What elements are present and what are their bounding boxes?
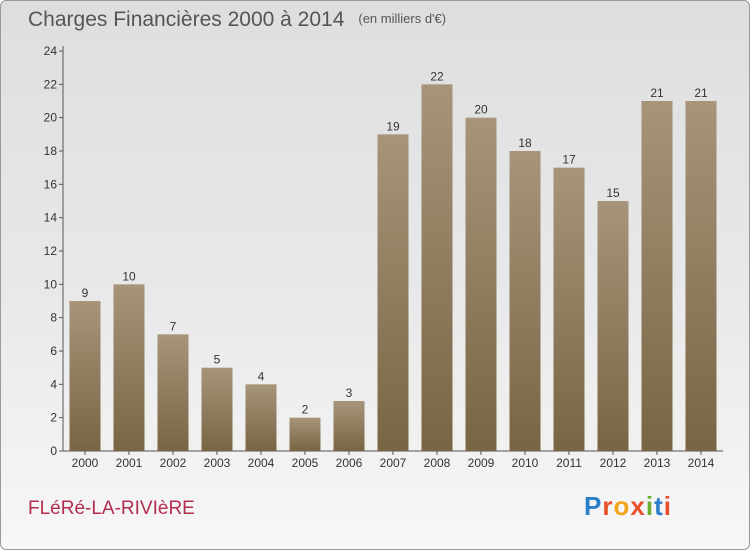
x-tick-label: 2001 — [116, 456, 143, 470]
x-tick-label: 2004 — [248, 456, 275, 470]
logo-letter: t — [654, 491, 664, 521]
y-tick-label: 20 — [44, 111, 58, 125]
bar — [465, 117, 497, 452]
x-tick-label: 2010 — [512, 456, 539, 470]
data-label: 21 — [694, 86, 708, 100]
bar — [377, 134, 409, 452]
y-tick-label: 24 — [44, 44, 58, 58]
x-tick-label: 2002 — [160, 456, 187, 470]
data-label: 5 — [214, 353, 221, 367]
x-tick-label: 2006 — [336, 456, 363, 470]
logo-letter: o — [613, 491, 631, 521]
logo-letter: i — [663, 491, 672, 521]
data-label: 4 — [258, 369, 265, 383]
data-label: 20 — [474, 103, 488, 117]
y-tick-label: 6 — [50, 344, 57, 358]
data-label: 17 — [562, 153, 576, 167]
chart-title: Charges Financières 2000 à 2014 (en milli… — [28, 8, 446, 32]
bar — [201, 367, 233, 451]
commune-name: FLéRé-LA-RIVIèRE — [28, 498, 195, 519]
x-tick-label: 2005 — [292, 456, 319, 470]
bar — [289, 417, 321, 451]
y-tick-label: 12 — [44, 244, 58, 258]
bar — [641, 101, 673, 451]
bar — [69, 301, 101, 451]
bar — [509, 151, 541, 451]
bar — [421, 84, 453, 451]
x-tick-label: 2014 — [688, 456, 715, 470]
logo-letter: P — [584, 491, 603, 521]
logo-letter: r — [602, 491, 614, 521]
x-tick-label: 2009 — [468, 456, 495, 470]
y-tick-label: 10 — [44, 277, 58, 291]
bar — [685, 101, 717, 451]
x-tick-label: 2012 — [600, 456, 627, 470]
bar — [333, 401, 365, 451]
bar — [157, 334, 189, 451]
y-tick-label: 22 — [44, 77, 58, 91]
y-tick-label: 8 — [50, 311, 57, 325]
bar — [553, 167, 585, 451]
y-tick-label: 4 — [50, 377, 57, 391]
data-label: 2 — [302, 403, 309, 417]
y-tick-label: 16 — [44, 177, 58, 191]
logo-letter: x — [630, 491, 646, 521]
bar — [597, 201, 629, 451]
y-tick-label: 2 — [50, 411, 57, 425]
data-label: 22 — [430, 69, 444, 83]
data-label: 21 — [650, 86, 664, 100]
logo-letter: i — [645, 491, 655, 521]
x-tick-label: 2007 — [380, 456, 407, 470]
x-tick-label: 2008 — [424, 456, 451, 470]
data-label: 18 — [518, 136, 532, 150]
chart-unit: (en milliers d'€) — [358, 11, 447, 26]
x-tick-label: 2011 — [556, 456, 582, 470]
data-label: 19 — [386, 119, 400, 133]
x-tick-label: 2000 — [72, 456, 99, 470]
proxiti-logo: Proxiti — [584, 491, 672, 522]
bar — [113, 284, 145, 451]
data-label: 15 — [606, 186, 620, 200]
x-tick-label: 2003 — [204, 456, 231, 470]
y-tick-label: 18 — [44, 144, 58, 158]
y-tick-label: 0 — [50, 444, 57, 458]
chart-title-text: Charges Financières 2000 à 2014 — [28, 8, 345, 31]
x-tick-label: 2013 — [644, 456, 671, 470]
y-tick-label: 14 — [44, 211, 58, 225]
data-label: 10 — [122, 269, 136, 283]
data-label: 7 — [170, 319, 177, 333]
bar — [245, 384, 277, 451]
data-label: 9 — [82, 286, 89, 300]
data-label: 3 — [346, 386, 353, 400]
